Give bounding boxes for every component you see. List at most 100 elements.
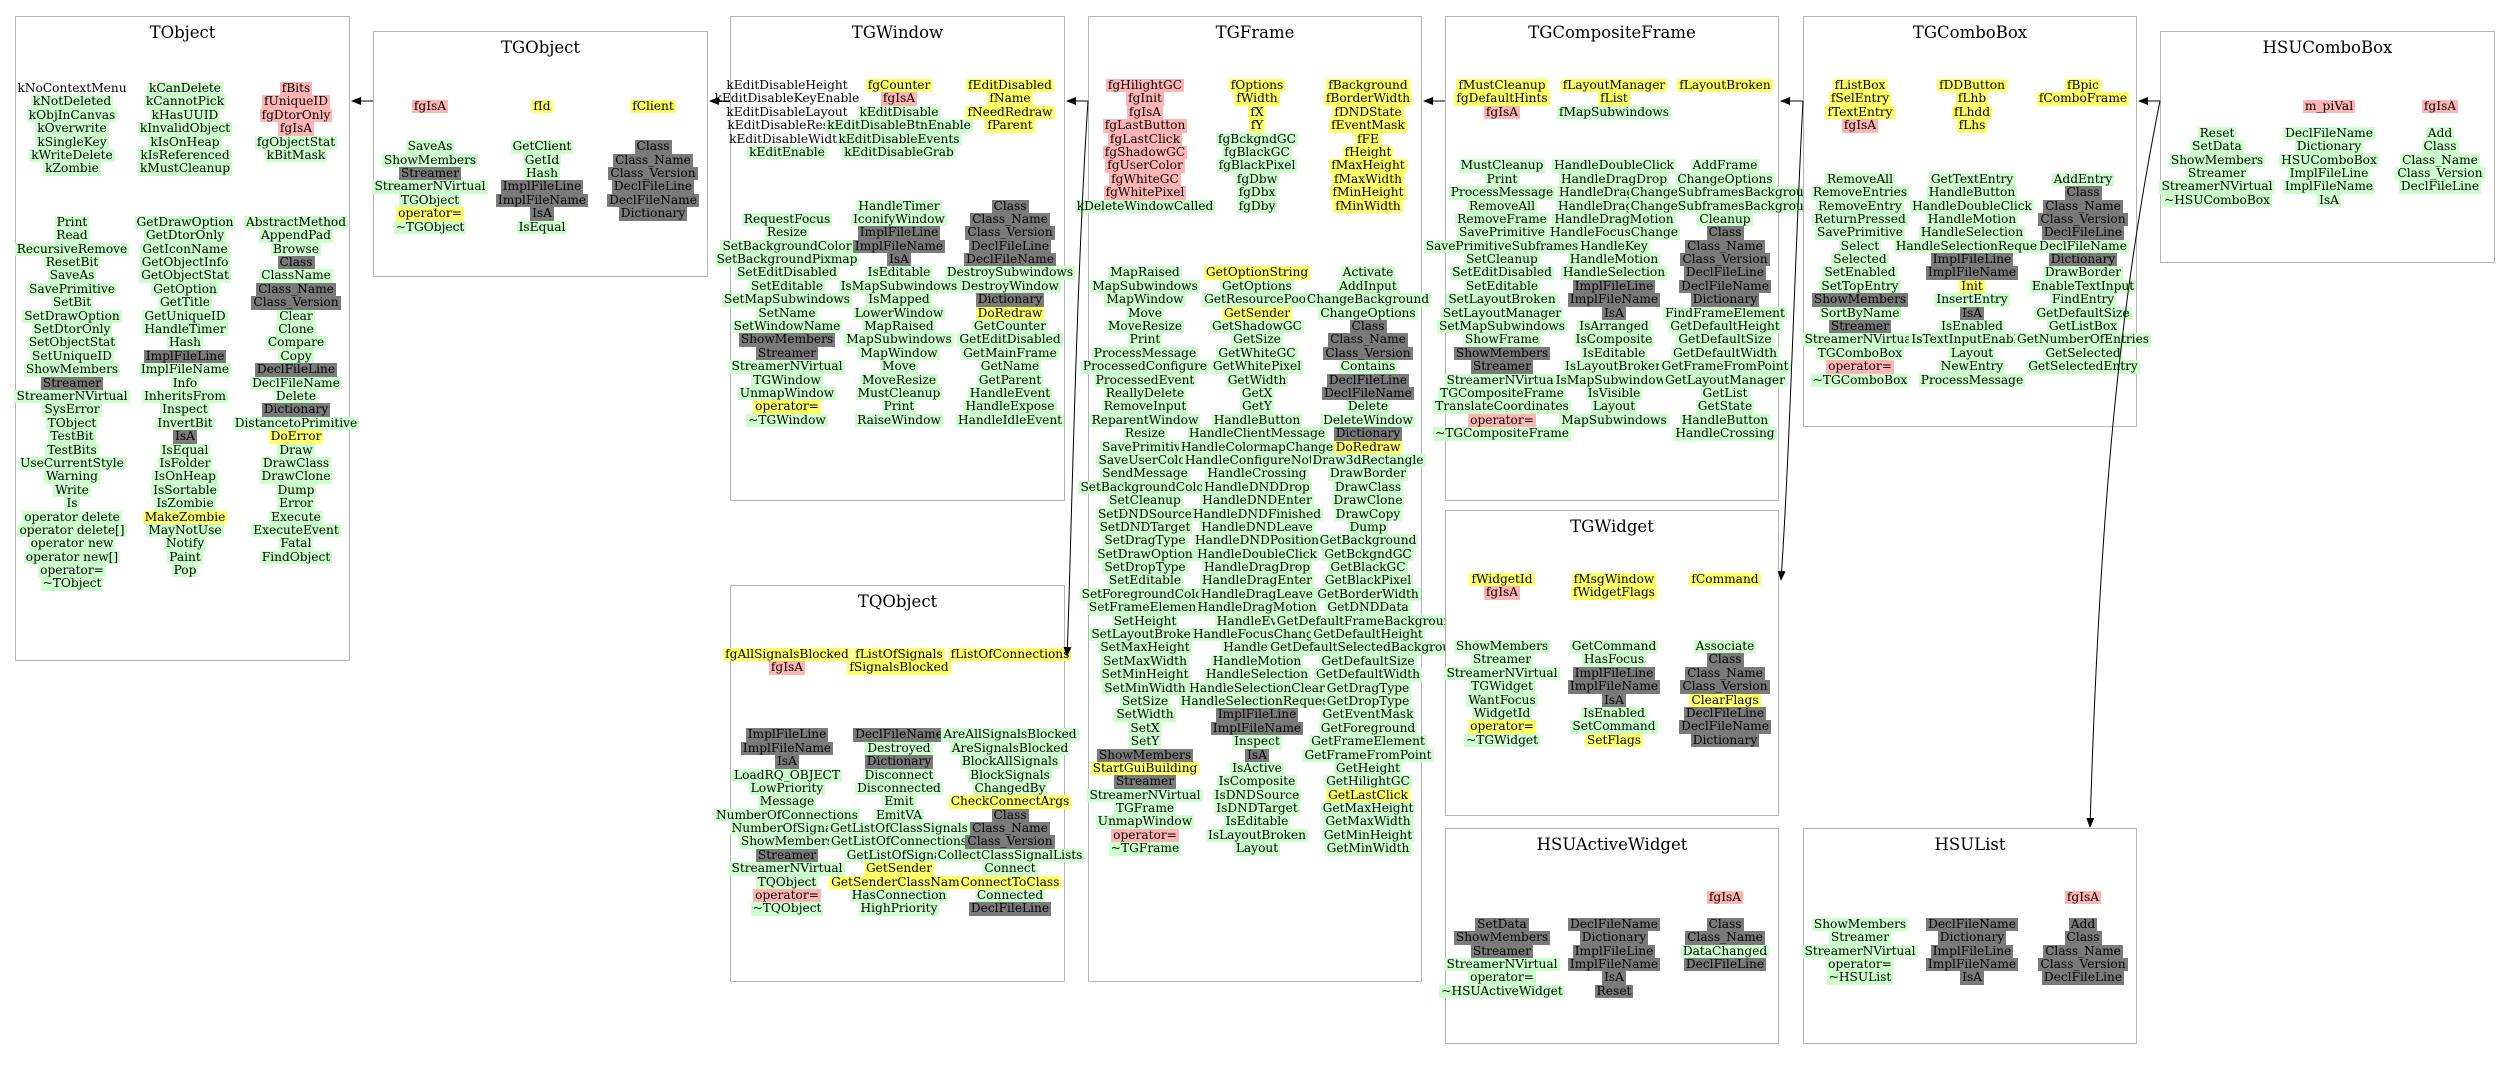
- member-item: GetBckgndGC: [1322, 546, 1414, 562]
- member-item: Dictionary: [2294, 139, 2364, 154]
- member-item: Resize: [1122, 426, 1168, 441]
- member-item: GetObjectStat: [139, 268, 231, 283]
- member-item: HandleSelection: [1203, 667, 1311, 682]
- member-item: DeclFileLine: [611, 179, 695, 194]
- member-spacer: [785, 715, 789, 728]
- member-item: kEditEnable: [747, 144, 827, 160]
- member-item: CollectClassSignalLists: [935, 847, 1085, 863]
- member-item: GetWidth: [1225, 372, 1289, 387]
- member-item: fgObjectStat: [254, 134, 338, 149]
- member-item: GetIconName: [140, 241, 230, 257]
- member-item: RemoveAll: [1467, 198, 1537, 213]
- member-item: DrawClass: [1332, 479, 1404, 495]
- member-item: GetBlackGC: [1328, 560, 1408, 575]
- member-spacer: [1612, 891, 1616, 904]
- member-item: RaiseWindow: [855, 412, 943, 428]
- member-item: kDeleteWindowCalled: [1074, 198, 1216, 213]
- member-item: GetOptionString: [1203, 265, 1311, 280]
- member-item: kZombie: [43, 161, 101, 176]
- member-item: fName: [987, 91, 1033, 106]
- member-item: fDNDState: [1332, 104, 1404, 120]
- member-item: Streamer: [1828, 930, 1892, 945]
- member-item: ~HSUActiveWidget: [1439, 983, 1565, 999]
- member-item: CheckConnectArgs: [948, 794, 1072, 809]
- member-item: GetSelected: [2043, 345, 2123, 361]
- member-item: ~TGWindow: [746, 412, 828, 428]
- member-item: Class_Name: [613, 152, 693, 167]
- member-item: GetEventMask: [1320, 707, 1416, 722]
- member-item: Move: [880, 359, 918, 374]
- member-item: AppendPad: [259, 228, 333, 243]
- member-item: GetBlackPixel: [1322, 573, 1414, 588]
- member-item: Dictionary: [1690, 732, 1760, 748]
- member-item: Class_Name: [2400, 152, 2480, 167]
- member-item: IsA: [887, 252, 911, 267]
- member-spacer: [1612, 613, 1616, 626]
- member-column: kEditDisableHeight kEditDisableKeyEnable k…: [714, 78, 860, 428]
- member-item: DrawCopy: [1333, 506, 1403, 521]
- member-item: TGComboBox: [1815, 345, 1905, 361]
- member-spacer: [1366, 213, 1370, 226]
- member-item: RemoveInput: [1101, 399, 1189, 414]
- class-box-tgwidget: TGWidget fWidgetId fgIsA ShowMembers Stream…: [1444, 510, 1779, 816]
- member-item: IsSortable: [151, 482, 219, 498]
- member-item: HandleDoubleClick: [1552, 158, 1676, 173]
- member-item: RecursiveRemove: [14, 241, 130, 257]
- member-item: Streamer: [2185, 165, 2249, 181]
- class-box-hsuactivewidget: HSUActiveWidget SetData ShowMembers Stream…: [1439, 828, 1779, 1044]
- member-spacer: [1723, 106, 1727, 119]
- member-item: ShowMembers: [381, 152, 479, 167]
- member-item: SetWindowName: [731, 319, 843, 334]
- member-spacer: [1008, 715, 1012, 728]
- member-item: WantFocus: [1466, 692, 1538, 707]
- member-item: Class_Version: [2038, 211, 2128, 227]
- member-item: Dictionary: [864, 754, 934, 769]
- member-item: SavePrimitive: [1457, 225, 1547, 240]
- member-item: HandleClientMessage: [1186, 426, 1328, 441]
- member-spacer: [897, 186, 901, 199]
- member-spacer: [183, 176, 187, 189]
- member-item: EnableTextInput: [2029, 278, 2137, 294]
- member-item: fgDby: [1236, 198, 1278, 213]
- member-item: fWidgetFlags: [1570, 585, 1658, 600]
- member-item: IsA: [775, 754, 799, 769]
- member-item: SetCleanup: [1464, 252, 1540, 267]
- member-item: ImplFileName: [1567, 956, 1661, 972]
- member-item: DeclFileName: [2283, 125, 2375, 141]
- member-spacer: [1723, 146, 1727, 159]
- member-item: GetX: [1239, 385, 1275, 401]
- member-item: ImplFileLine: [1572, 665, 1656, 681]
- member-column: kCanDelete kCannotPick kHasUUID kInvalidObj…: [129, 81, 241, 578]
- member-item: operator=: [1826, 956, 1894, 972]
- member-item: Reset: [1594, 983, 1634, 999]
- member-spacer: [70, 176, 74, 189]
- member-item: ImplFileName: [495, 192, 589, 208]
- member-item: GetName: [978, 359, 1042, 374]
- member-item: Execute: [269, 509, 323, 524]
- member-item: SetBackgroundColor: [720, 238, 854, 254]
- member-item: fComboFrame: [2036, 91, 2130, 106]
- member-spacer: [1612, 146, 1616, 159]
- member-item: MustCleanup: [855, 385, 943, 401]
- member-item: fX: [1248, 104, 1266, 120]
- member-item: ImplFileLine: [857, 225, 941, 240]
- member-item: fgDbw: [1234, 171, 1280, 187]
- member-column: fgCounter fgIsA kEditDisable kEditDisableBt…: [825, 78, 973, 428]
- member-spacer: [897, 173, 901, 186]
- member-item: Clear: [277, 308, 315, 324]
- member-item: GetWhitePixel: [1210, 359, 1304, 374]
- member-column: fId GetClient GetId Hash ImplFileLine ImplFil…: [487, 99, 597, 234]
- member-spacer: [1255, 240, 1259, 253]
- member-item: Delete: [273, 388, 319, 404]
- member-item: DeclFileLine: [1326, 372, 1410, 387]
- member-item: Print: [1484, 171, 1520, 187]
- member-item: SetMinWidth: [1102, 680, 1188, 695]
- member-spacer: [2215, 100, 2219, 113]
- member-item: HandleDragMotion: [1552, 211, 1676, 227]
- member-item: TestBit: [48, 429, 96, 444]
- member-item: SetBackgroundPixmap: [714, 252, 860, 267]
- member-item: fMsgWindow: [1571, 572, 1657, 587]
- member-spacer: [1008, 146, 1012, 159]
- member-item: Layout: [1948, 345, 1996, 361]
